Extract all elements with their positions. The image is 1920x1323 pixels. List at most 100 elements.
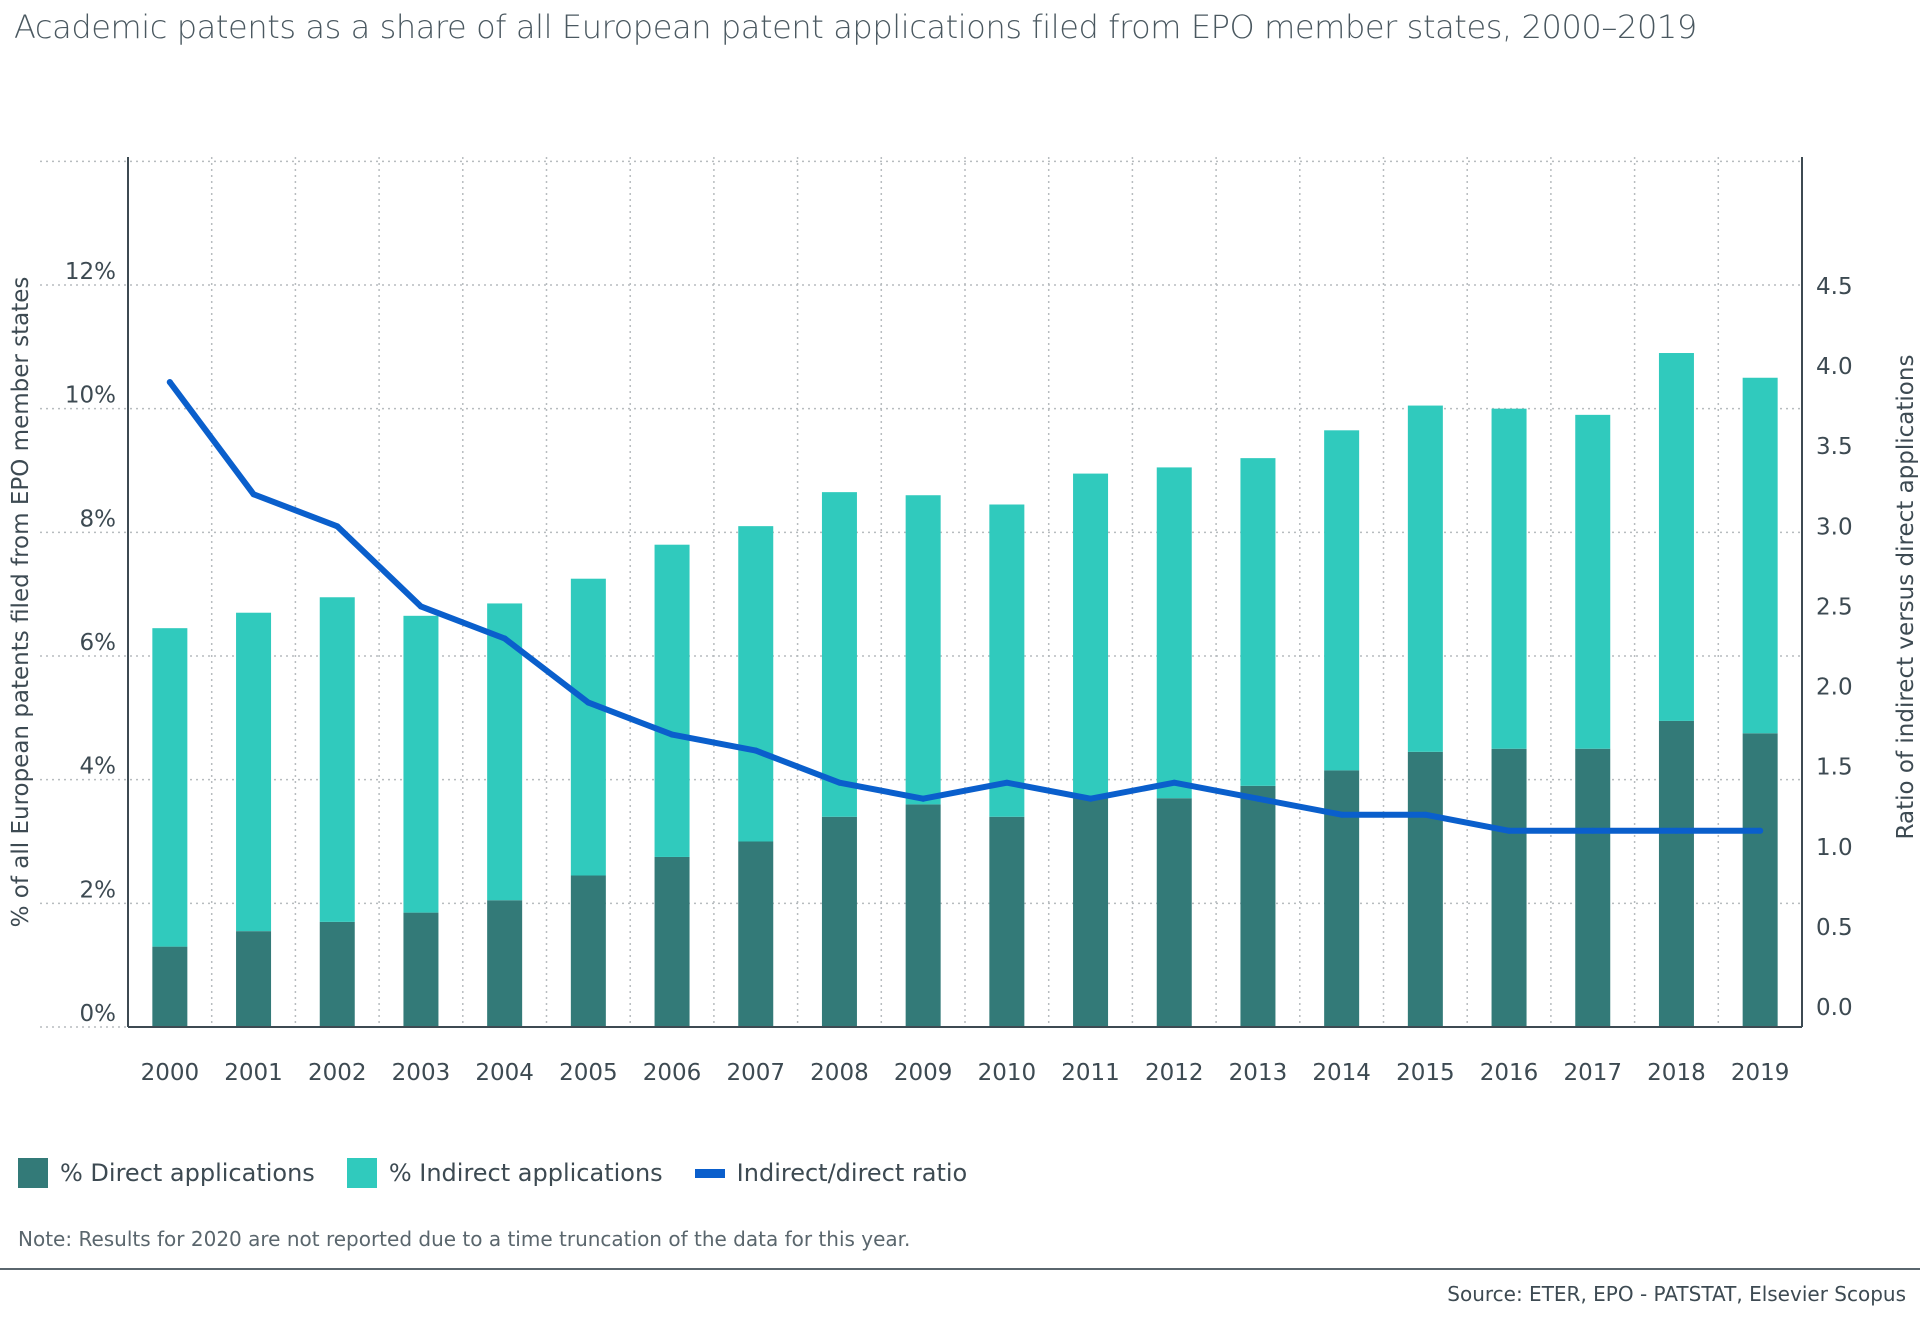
ratio-point-2005 xyxy=(585,700,591,706)
y-right-tick-label: 0.5 xyxy=(1816,915,1853,941)
y-left-axis-title: % of all European patents filed from EPO… xyxy=(8,277,34,928)
ratio-point-2008 xyxy=(836,780,842,786)
y-left-tick-label: 0% xyxy=(80,1001,117,1027)
bar-direct-2009 xyxy=(906,804,941,1027)
chart-plot: 2000200120022003200420052006200720082009… xyxy=(0,0,1920,1140)
bar-indirect-2018 xyxy=(1659,353,1694,721)
bar-indirect-2007 xyxy=(738,526,773,841)
ratio-point-2000 xyxy=(167,379,173,385)
x-tick-label: 2012 xyxy=(1145,1060,1204,1086)
ratio-point-2010 xyxy=(1004,780,1010,786)
y-right-tick-label: 4.5 xyxy=(1816,274,1853,300)
x-tick-label: 2009 xyxy=(894,1060,953,1086)
bar-direct-2004 xyxy=(487,900,522,1027)
y-right-tick-label: 4.0 xyxy=(1816,354,1853,380)
bar-indirect-2003 xyxy=(403,616,438,913)
bar-direct-2010 xyxy=(989,817,1024,1027)
ratio-point-2014 xyxy=(1339,812,1345,818)
bar-direct-2015 xyxy=(1408,752,1443,1027)
bar-direct-2012 xyxy=(1157,798,1192,1027)
bar-direct-2001 xyxy=(236,931,271,1027)
note-text: Note: Results for 2020 are not reported … xyxy=(18,1227,910,1251)
bar-direct-2005 xyxy=(571,876,606,1027)
legend-item-ratio: Indirect/direct ratio xyxy=(695,1159,968,1187)
bar-direct-2019 xyxy=(1743,733,1778,1027)
y-left-tick-label: 8% xyxy=(80,506,117,532)
bar-indirect-2011 xyxy=(1073,474,1108,799)
ratio-point-2001 xyxy=(251,491,257,497)
legend-label-ratio: Indirect/direct ratio xyxy=(737,1159,968,1187)
legend-swatch-indirect xyxy=(347,1158,377,1188)
x-tick-label: 2005 xyxy=(559,1060,618,1086)
x-tick-label: 2016 xyxy=(1480,1060,1539,1086)
bar-indirect-2006 xyxy=(655,545,690,857)
legend-swatch-ratio xyxy=(695,1169,725,1178)
bar-indirect-2013 xyxy=(1240,458,1275,786)
bar-indirect-2002 xyxy=(320,597,355,922)
y-left-tick-label: 10% xyxy=(65,383,116,409)
legend-label-indirect: % Indirect applications xyxy=(389,1159,663,1187)
ratio-point-2016 xyxy=(1506,828,1512,834)
bar-indirect-2014 xyxy=(1324,430,1359,770)
y-left-tick-label: 12% xyxy=(65,259,116,285)
bar-indirect-2005 xyxy=(571,579,606,876)
ratio-point-2012 xyxy=(1171,780,1177,786)
y-right-tick-label: 0.0 xyxy=(1816,995,1853,1021)
x-tick-label: 2007 xyxy=(726,1060,785,1086)
legend-swatch-direct xyxy=(18,1158,48,1188)
x-tick-label: 2011 xyxy=(1061,1060,1120,1086)
y-right-tick-label: 3.5 xyxy=(1816,434,1853,460)
x-tick-label: 2003 xyxy=(392,1060,451,1086)
x-tick-label: 2001 xyxy=(224,1060,283,1086)
bar-direct-2000 xyxy=(152,947,187,1027)
y-right-tick-label: 2.5 xyxy=(1816,594,1853,620)
bar-direct-2013 xyxy=(1240,786,1275,1027)
ratio-point-2006 xyxy=(669,732,675,738)
bar-indirect-2015 xyxy=(1408,406,1443,752)
y-right-tick-label: 2.0 xyxy=(1816,675,1853,701)
bar-indirect-2009 xyxy=(906,495,941,804)
bar-indirect-2000 xyxy=(152,628,187,946)
ratio-point-2013 xyxy=(1255,796,1261,802)
x-tick-label: 2002 xyxy=(308,1060,367,1086)
bar-indirect-2012 xyxy=(1157,467,1192,798)
x-tick-label: 2010 xyxy=(978,1060,1037,1086)
legend-item-direct: % Direct applications xyxy=(18,1158,315,1188)
bar-direct-2006 xyxy=(655,857,690,1027)
ratio-point-2015 xyxy=(1422,812,1428,818)
bar-direct-2018 xyxy=(1659,721,1694,1027)
legend: % Direct applications % Indirect applica… xyxy=(18,1158,999,1188)
bar-indirect-2016 xyxy=(1492,409,1527,749)
ratio-point-2019 xyxy=(1757,828,1763,834)
source-text: Source: ETER, EPO - PATSTAT, Elsevier Sc… xyxy=(1447,1282,1906,1306)
x-tick-label: 2013 xyxy=(1229,1060,1288,1086)
bar-indirect-2019 xyxy=(1743,378,1778,734)
legend-item-indirect: % Indirect applications xyxy=(347,1158,663,1188)
x-tick-label: 2015 xyxy=(1396,1060,1455,1086)
y-right-tick-label: 1.0 xyxy=(1816,835,1853,861)
x-tick-label: 2004 xyxy=(475,1060,534,1086)
x-tick-label: 2000 xyxy=(141,1060,200,1086)
bar-direct-2003 xyxy=(403,913,438,1027)
bar-direct-2016 xyxy=(1492,749,1527,1027)
bar-direct-2014 xyxy=(1324,770,1359,1027)
ratio-point-2009 xyxy=(920,796,926,802)
bar-direct-2008 xyxy=(822,817,857,1027)
bar-direct-2017 xyxy=(1575,749,1610,1027)
ratio-point-2018 xyxy=(1673,828,1679,834)
footer-divider xyxy=(0,1268,1920,1270)
bar-indirect-2017 xyxy=(1575,415,1610,749)
y-left-tick-label: 6% xyxy=(80,630,117,656)
y-right-axis-title: Ratio of indirect versus direct applicat… xyxy=(1893,355,1919,840)
ratio-point-2017 xyxy=(1590,828,1596,834)
x-tick-label: 2017 xyxy=(1563,1060,1622,1086)
bar-indirect-2008 xyxy=(822,492,857,817)
y-right-tick-label: 1.5 xyxy=(1816,755,1853,781)
x-tick-label: 2019 xyxy=(1731,1060,1790,1086)
x-tick-label: 2014 xyxy=(1312,1060,1371,1086)
ratio-point-2003 xyxy=(418,603,424,609)
ratio-point-2002 xyxy=(334,523,340,529)
ratio-point-2011 xyxy=(1088,796,1094,802)
bar-indirect-2010 xyxy=(989,505,1024,817)
y-left-tick-label: 2% xyxy=(80,877,117,903)
